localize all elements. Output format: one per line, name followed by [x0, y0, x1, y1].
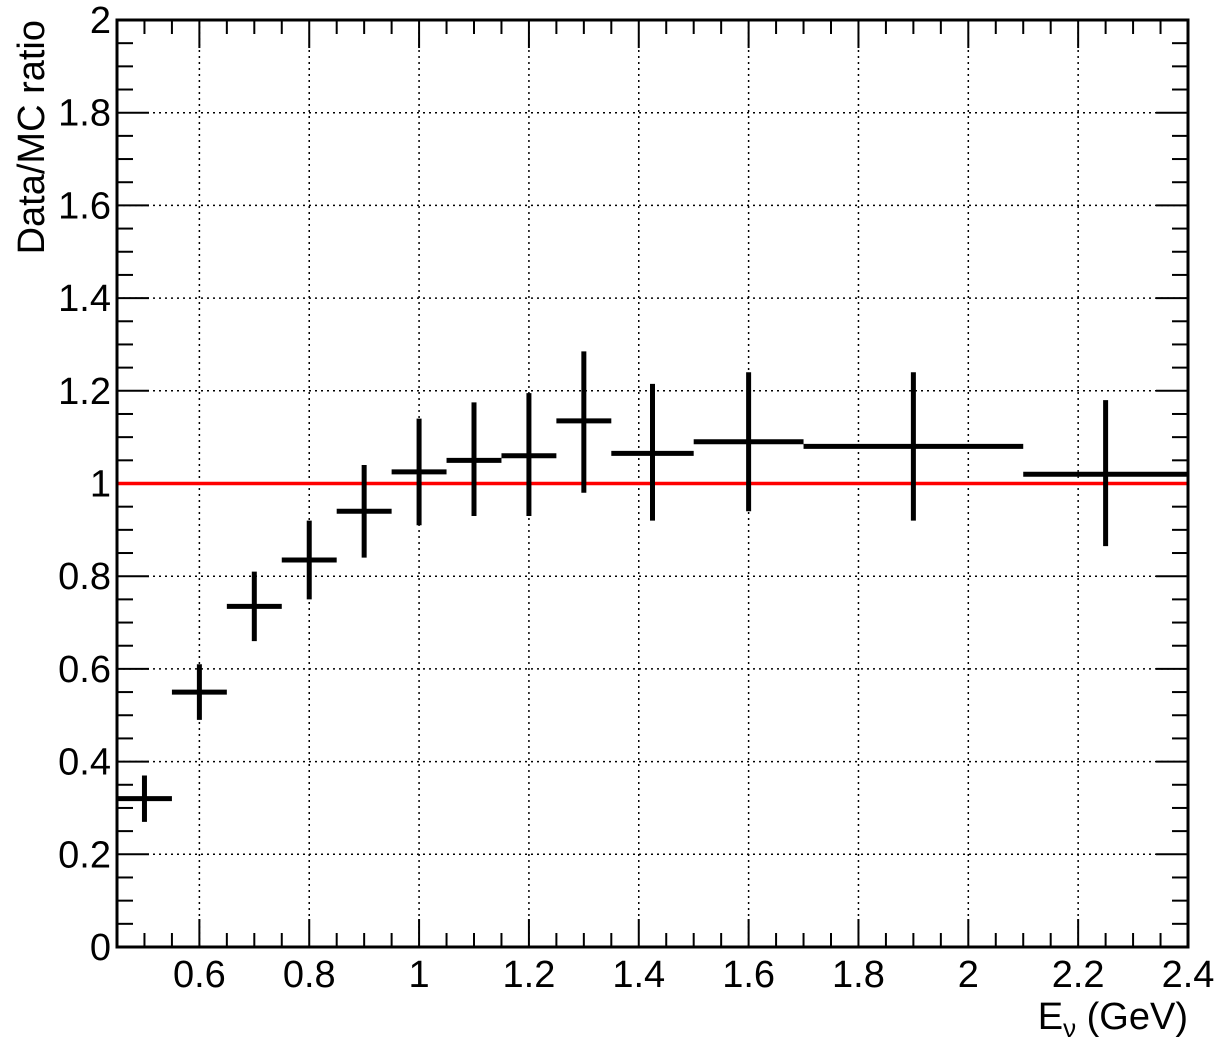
x-axis-title-subscript: ν: [1063, 1013, 1076, 1037]
y-tick-label: 1.2: [58, 371, 111, 413]
axis-ticks: [116, 19, 1189, 948]
y-tick-label: 1.6: [58, 185, 111, 227]
data-point: [611, 383, 694, 521]
y-tick-label: 0.4: [58, 742, 111, 784]
x-tick-label: 2: [958, 954, 979, 996]
y-tick-label: 0: [90, 927, 111, 969]
y-tick-label: 0.6: [58, 649, 111, 691]
x-tick-labels: 0.6 0.8 1 1.2 1.4 1.6 1.8 2 2.2 2.4: [173, 954, 1214, 996]
x-tick-label: 1.6: [722, 954, 775, 996]
data-point: [803, 372, 1024, 521]
data-point: [556, 351, 612, 493]
y-tick-label: 2: [90, 0, 111, 42]
x-axis-title-unit: (GeV): [1076, 996, 1188, 1037]
data-point: [693, 372, 804, 512]
x-tick-label: 2.4: [1162, 954, 1215, 996]
y-tick-label: 1.4: [58, 278, 111, 320]
y-tick-label: 0.8: [58, 556, 111, 598]
data-point: [1023, 400, 1188, 547]
x-tick-label: 0.8: [283, 954, 336, 996]
y-tick-label: 1.8: [58, 93, 111, 135]
data-point: [117, 775, 172, 822]
data-point: [226, 571, 282, 642]
x-axis-title: Eν (GeV): [1038, 996, 1188, 1037]
data-point: [336, 464, 392, 558]
y-tick-label: 1: [90, 464, 111, 506]
x-tick-label: 2.2: [1052, 954, 1105, 996]
data-point: [281, 520, 337, 600]
data-point: [446, 402, 502, 516]
data-point: [391, 418, 447, 526]
y-tick-labels: 0 0.2 0.4 0.6 0.8 1 1.2 1.4 1.6 1.8 2: [58, 0, 111, 969]
x-tick-label: 1: [409, 954, 430, 996]
data-point: [501, 393, 557, 516]
x-tick-label: 0.6: [173, 954, 226, 996]
y-axis-title: Data/MC ratio: [11, 20, 53, 254]
y-tick-label: 0.2: [58, 834, 111, 876]
x-tick-label: 1.2: [503, 954, 556, 996]
data-point: [171, 664, 227, 720]
x-tick-label: 1.8: [832, 954, 885, 996]
plot-frame: [115, 18, 1190, 949]
data-points: [117, 351, 1188, 822]
x-axis-title-main: E: [1038, 996, 1063, 1037]
x-tick-label: 1.4: [612, 954, 665, 996]
